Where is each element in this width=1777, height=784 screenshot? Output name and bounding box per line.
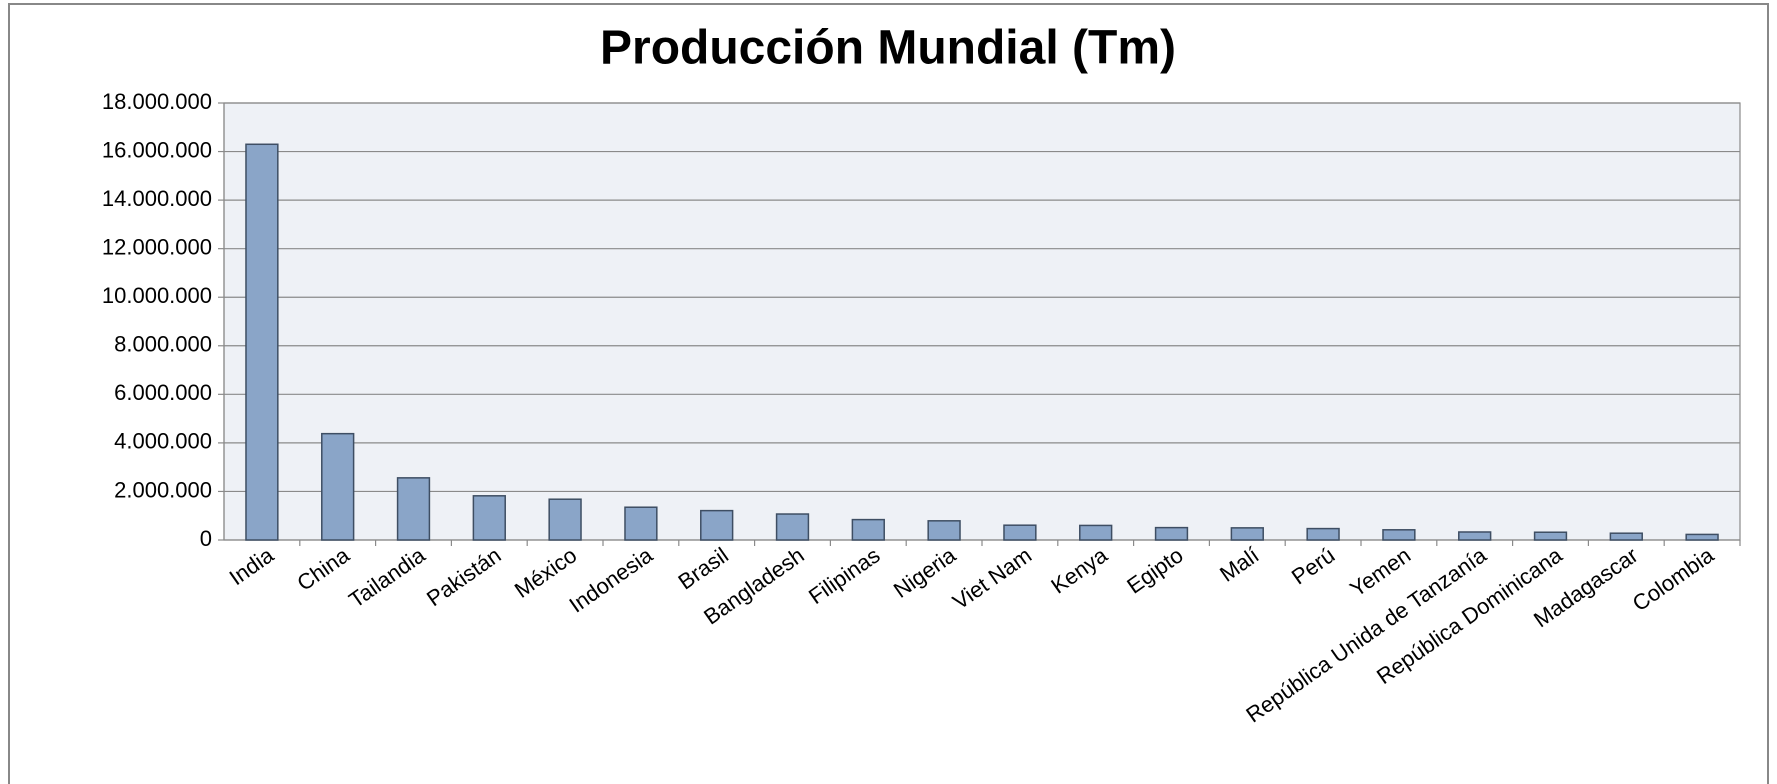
y-tick-label: 14.000.000 bbox=[102, 186, 212, 211]
bar bbox=[700, 509, 734, 541]
bar bbox=[775, 513, 810, 541]
bar bbox=[396, 477, 431, 541]
bar bbox=[1079, 524, 1113, 541]
bar bbox=[624, 506, 658, 541]
bar bbox=[1685, 533, 1719, 541]
y-tick-label: 16.000.000 bbox=[102, 137, 212, 162]
bar bbox=[1154, 526, 1189, 541]
bar bbox=[1306, 527, 1340, 541]
chart-title: Producción Mundial (Tm) bbox=[600, 22, 1176, 75]
y-tick-label: 2.000.000 bbox=[114, 477, 212, 502]
bar bbox=[1609, 532, 1643, 541]
y-tick-label: 12.000.000 bbox=[102, 234, 212, 259]
plot-area bbox=[223, 102, 1741, 541]
bar bbox=[245, 143, 279, 541]
y-tick-label: 18.000.000 bbox=[102, 89, 212, 114]
y-tick-label: 10.000.000 bbox=[102, 283, 212, 308]
y-tick-label: 6.000.000 bbox=[114, 380, 212, 405]
bar bbox=[851, 518, 885, 541]
bar bbox=[472, 495, 506, 541]
y-tick-label: 0 bbox=[200, 526, 212, 551]
y-tick-label: 8.000.000 bbox=[114, 332, 212, 357]
bar bbox=[1230, 527, 1264, 541]
y-tick-label: 4.000.000 bbox=[114, 429, 212, 454]
bar bbox=[1533, 531, 1568, 541]
bar bbox=[321, 432, 355, 541]
bar bbox=[1003, 524, 1037, 541]
bar bbox=[548, 498, 582, 541]
bar bbox=[1382, 529, 1416, 541]
bar bbox=[927, 520, 961, 541]
bar bbox=[1458, 531, 1492, 541]
